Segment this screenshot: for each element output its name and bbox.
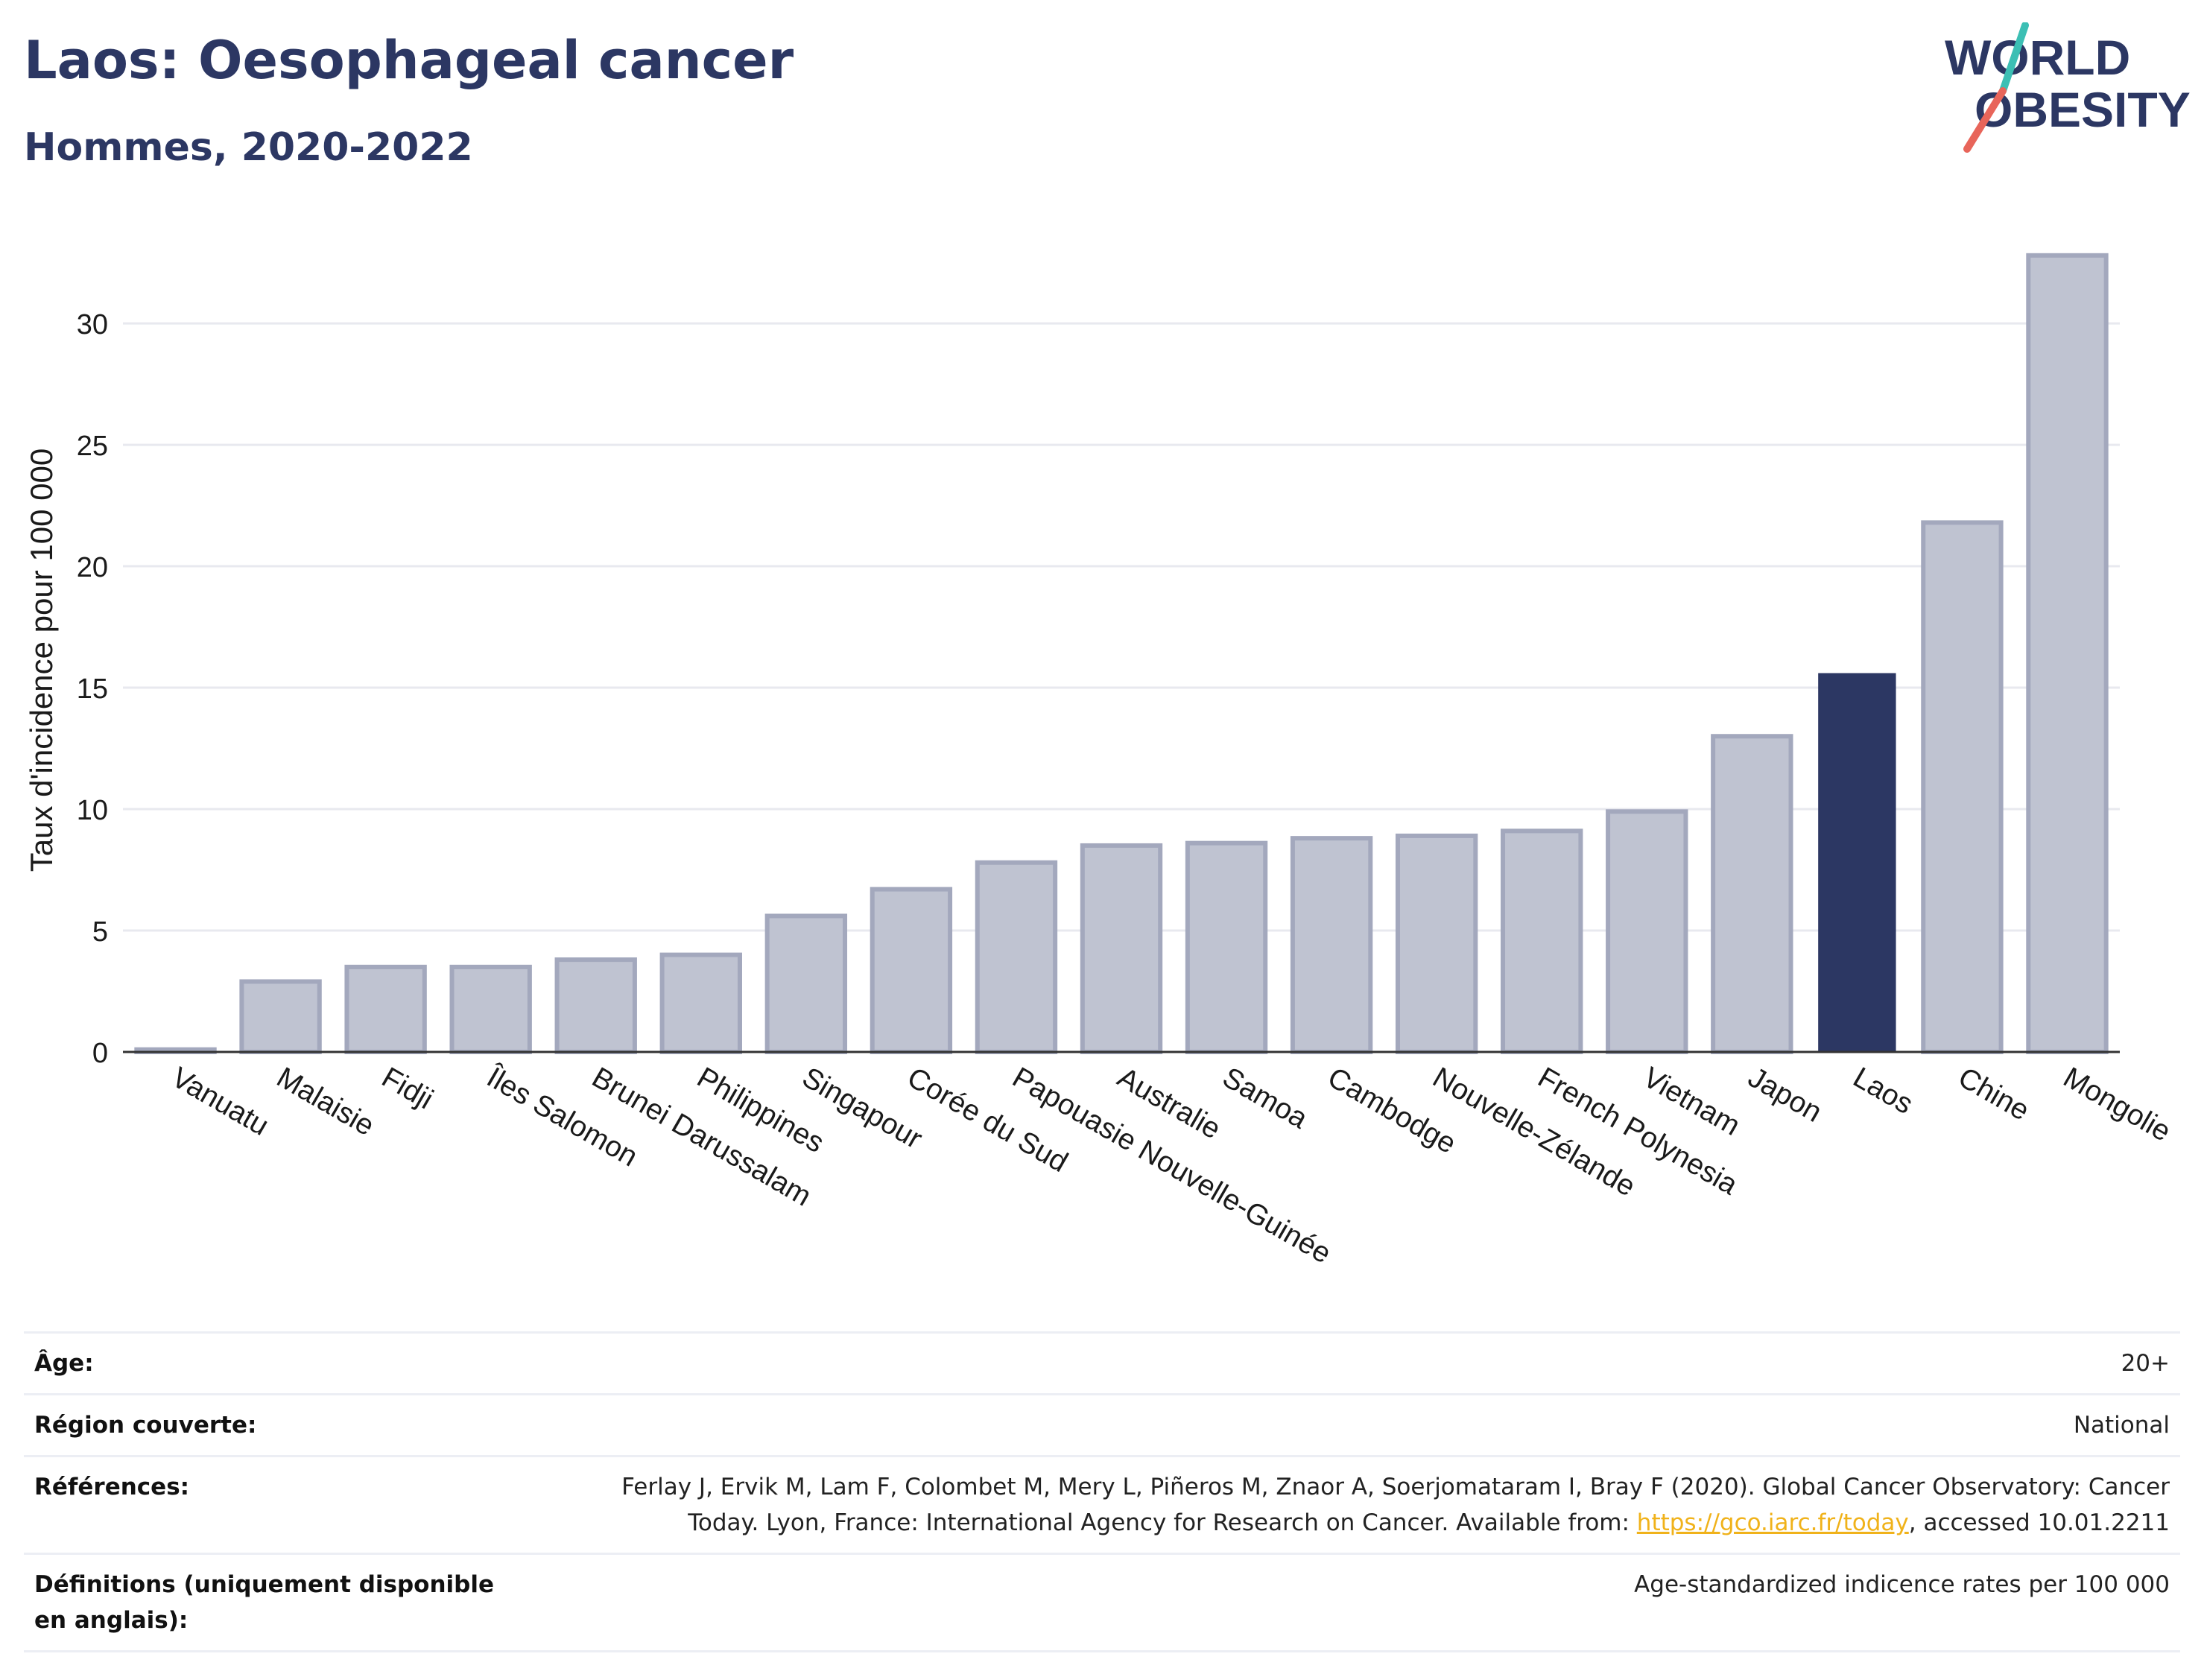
logo-slash-teal [1999, 22, 2029, 95]
bar [449, 964, 532, 1054]
x-tick-label: Vanuatu [166, 1062, 274, 1142]
y-axis-ticks: 0 5 10 15 20 25 30 [77, 309, 108, 1069]
age-label: Âge: [24, 1331, 536, 1395]
y-tick-label: 20 [77, 552, 108, 583]
x-tick-label: Fidji [376, 1062, 438, 1116]
meta-row-references: Références: Ferlay J, Ervik M, Lam F, Co… [24, 1455, 2180, 1554]
bar [1290, 836, 1373, 1054]
bar [1395, 833, 1478, 1055]
x-tick-label: Chine [1953, 1062, 2035, 1127]
bar [975, 860, 1058, 1054]
logo-word-obesity: OBESITY [1975, 82, 2191, 137]
reference-text-2: Today. Lyon, France: International Agenc… [688, 1509, 1637, 1536]
metadata-table: Âge: 20+ Région couverte: National Référ… [24, 1331, 2180, 1652]
y-tick-label: 25 [77, 431, 108, 462]
x-tick-label: Mongolie [2058, 1062, 2176, 1148]
bar [659, 952, 742, 1054]
references-label: Références: [24, 1455, 536, 1554]
bar [870, 887, 953, 1054]
bar-highlight [1818, 673, 1896, 1052]
x-tick-label: Samoa [1217, 1062, 1314, 1135]
bar [1711, 734, 1793, 1055]
bar [1606, 809, 1688, 1054]
y-axis-title: Taux d'incidence pour 100 000 [24, 448, 59, 872]
y-tick-label: 0 [92, 1038, 108, 1069]
chart-subtitle: Hommes, 2020-2022 [24, 125, 473, 170]
meta-row-age: Âge: 20+ [24, 1331, 2180, 1395]
bar [554, 957, 637, 1055]
bars [134, 253, 2109, 1055]
y-tick-label: 10 [77, 795, 108, 826]
references-value: Ferlay J, Ervik M, Lam F, Colombet M, Me… [536, 1455, 2180, 1554]
bar [1080, 843, 1163, 1055]
definitions-value: Age-standardized indicence rates per 100… [536, 1553, 2180, 1652]
region-label: Région couverte: [24, 1393, 536, 1456]
x-tick-label: Laos [1848, 1062, 1919, 1121]
bar [1185, 840, 1268, 1054]
region-value: National [536, 1393, 2180, 1456]
logo-word-world: WORLD [1945, 30, 2130, 85]
reference-text-3: , accessed 10.01.2211 [1908, 1509, 2170, 1536]
meta-row-region: Région couverte: National [24, 1393, 2180, 1456]
x-tick-label: Malaisie [271, 1062, 379, 1143]
age-value: 20+ [536, 1331, 2180, 1395]
y-tick-label: 5 [92, 916, 108, 948]
bar [1921, 520, 2004, 1054]
bar [2026, 253, 2109, 1055]
bar [1501, 828, 1583, 1055]
bar [344, 964, 427, 1054]
reference-link[interactable]: https://gco.iarc.fr/today [1636, 1509, 1909, 1536]
y-tick-label: 15 [77, 673, 108, 705]
x-tick-label: Japon [1743, 1062, 1828, 1129]
y-tick-label: 30 [77, 309, 108, 340]
logo-slash-red [1963, 87, 2007, 153]
world-obesity-logo[interactable]: WORLD OBESITY [1937, 22, 2191, 156]
bar [239, 979, 322, 1054]
reference-text-1: Ferlay J, Ervik M, Lam F, Colombet M, Me… [621, 1474, 2170, 1500]
chart-title: Laos: Oesophageal cancer [24, 30, 794, 91]
meta-row-definitions: Définitions (uniquement disponible en an… [24, 1553, 2180, 1652]
definitions-label: Définitions (uniquement disponible en an… [24, 1553, 536, 1652]
bar [764, 913, 848, 1054]
